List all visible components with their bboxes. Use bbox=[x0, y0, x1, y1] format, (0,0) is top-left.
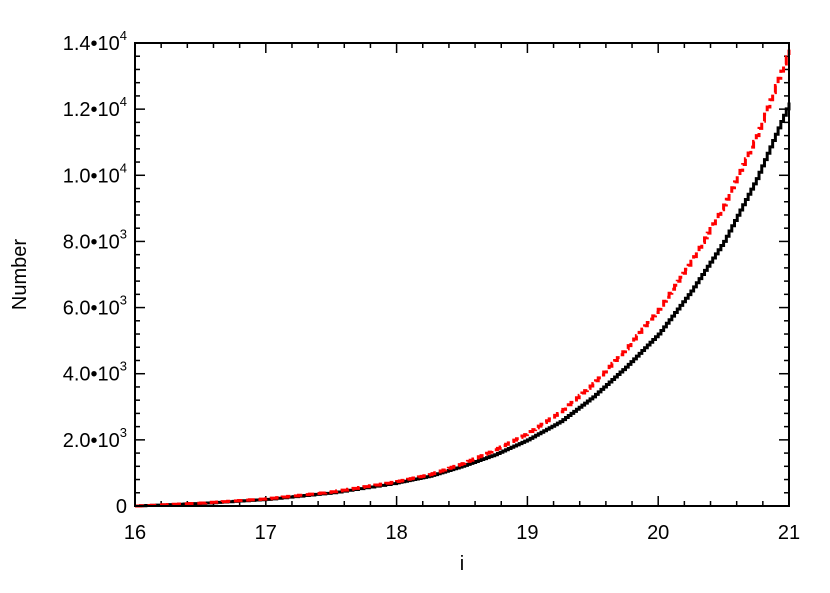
y-axis-title: Number bbox=[9, 239, 31, 310]
y-tick-label: 1.2•104 bbox=[63, 94, 127, 121]
x-tick-label: 16 bbox=[124, 522, 146, 544]
y-tick-label: 1.4•104 bbox=[63, 28, 127, 55]
x-tick-label: 19 bbox=[516, 522, 538, 544]
y-tick-label: 4.0•103 bbox=[63, 359, 127, 386]
x-tick-labels: 16 17 18 19 20 21 bbox=[124, 522, 800, 544]
x-tick-label: 21 bbox=[778, 522, 800, 544]
series-line-black bbox=[135, 102, 791, 508]
y-tick-label: 8.0•103 bbox=[63, 226, 127, 253]
series-layer bbox=[135, 49, 791, 508]
axis-ticks bbox=[134, 42, 790, 507]
y-tick-label: 0 bbox=[116, 496, 127, 518]
series-line-red-dashed bbox=[135, 49, 791, 508]
y-tick-label: 1.0•104 bbox=[63, 160, 127, 187]
x-tick-label: 20 bbox=[647, 522, 669, 544]
x-axis-title: i bbox=[460, 553, 464, 575]
x-tick-label: 18 bbox=[385, 522, 407, 544]
plot-frame bbox=[134, 42, 790, 507]
y-tick-label: 6.0•103 bbox=[63, 293, 127, 320]
y-tick-label: 2.0•103 bbox=[63, 425, 127, 452]
x-tick-label: 17 bbox=[255, 522, 277, 544]
y-tick-labels: 0 2.0•103 4.0•103 6.0•103 8.0•103 1.0•104 1.2•… bbox=[63, 28, 127, 518]
